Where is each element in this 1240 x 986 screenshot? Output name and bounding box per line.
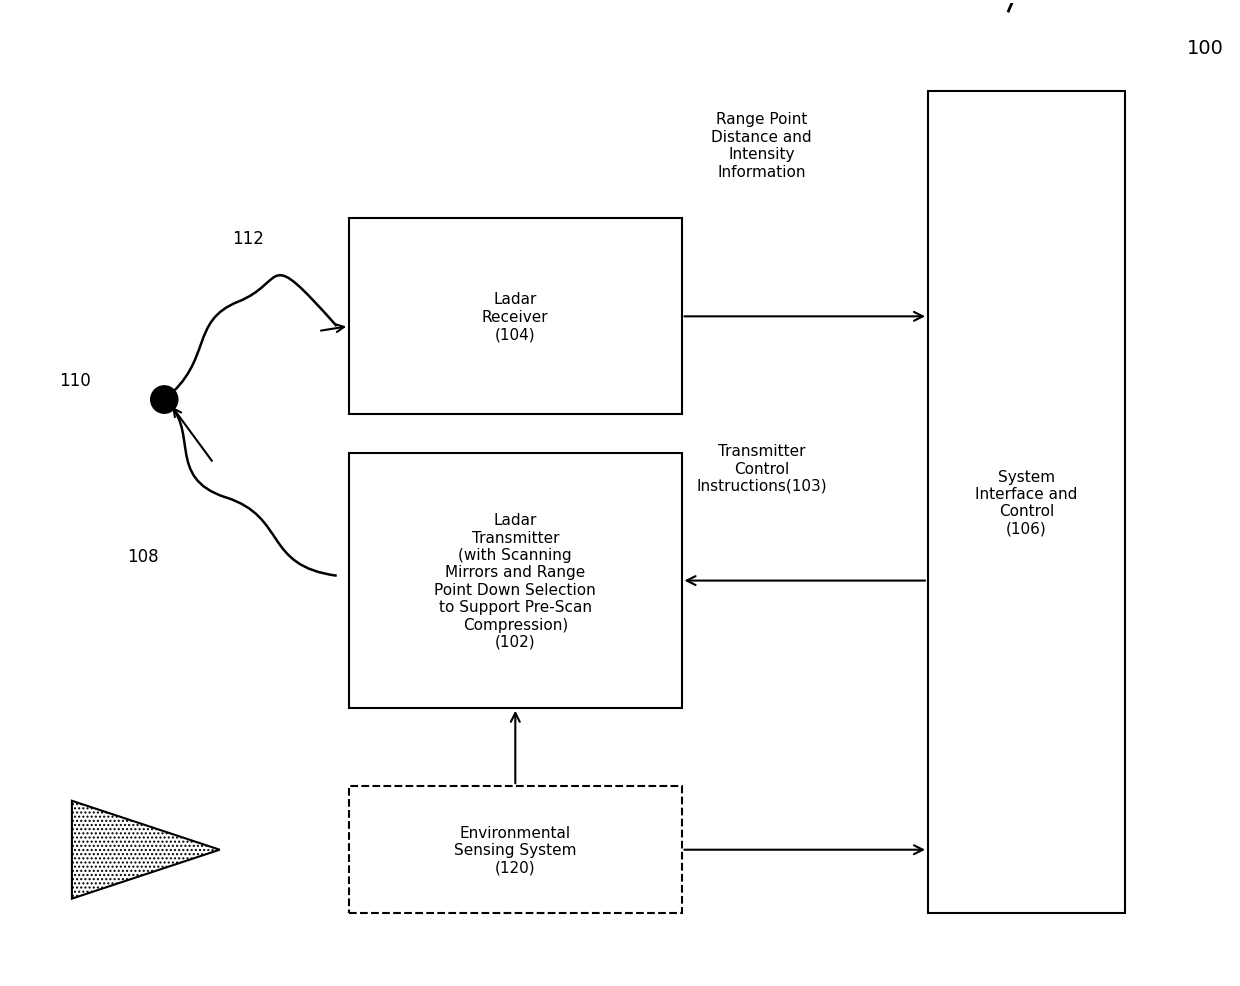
Ellipse shape [151, 387, 177, 414]
FancyBboxPatch shape [348, 786, 682, 913]
FancyBboxPatch shape [928, 92, 1125, 913]
FancyBboxPatch shape [348, 454, 682, 708]
Text: 100: 100 [1187, 38, 1224, 57]
Text: Environmental
Sensing System
(120): Environmental Sensing System (120) [454, 825, 577, 875]
Text: System
Interface and
Control
(106): System Interface and Control (106) [976, 469, 1078, 536]
Text: Ladar
Transmitter
(with Scanning
Mirrors and Range
Point Down Selection
to Suppo: Ladar Transmitter (with Scanning Mirrors… [434, 513, 596, 650]
Text: 112: 112 [232, 230, 264, 247]
Text: Transmitter
Control
Instructions(103): Transmitter Control Instructions(103) [697, 444, 827, 493]
FancyBboxPatch shape [348, 219, 682, 415]
Text: Range Point
Distance and
Intensity
Information: Range Point Distance and Intensity Infor… [712, 112, 812, 179]
Text: 110: 110 [60, 372, 92, 389]
Text: 108: 108 [128, 547, 159, 566]
Text: Ladar
Receiver
(104): Ladar Receiver (104) [482, 292, 548, 342]
